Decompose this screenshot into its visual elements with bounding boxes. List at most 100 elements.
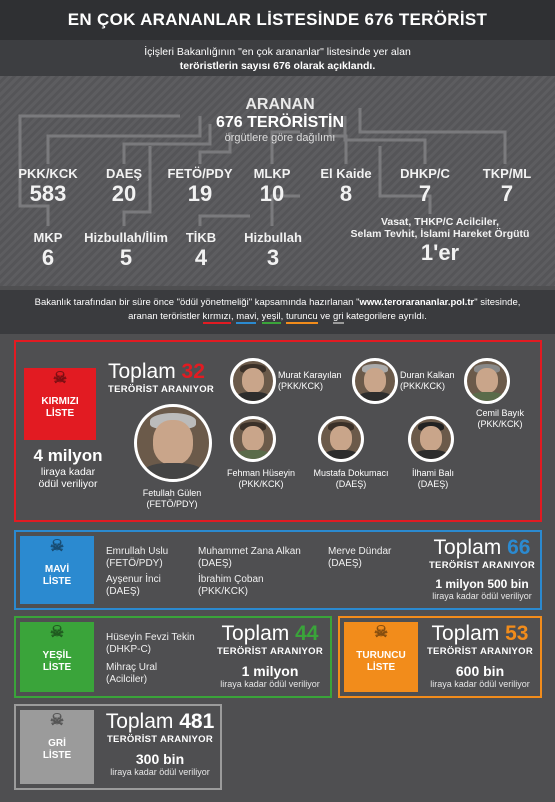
person-name: Fehman Hüseyin [226,468,296,478]
photo-kalkan [352,358,398,404]
aranyor-label: TERÖRİST ARANIYOR [106,734,214,745]
toplam-word: Toplam [433,536,502,559]
person-name: Ayşenur İnci [106,574,161,585]
blue-name-2: Ayşenur İnci (DAEŞ) [106,574,161,598]
reward-line: ödül veriliyor [38,478,98,490]
person-name: İlhami Balı [411,468,455,478]
tag-line-2: LİSTE [42,576,72,587]
subtitle-line-2: teröristlerin sayısı 676 olarak açıkland… [179,60,376,72]
tag-line-1: KIRMIZI [41,396,79,407]
reward-line: liraya kadar ödül veriliyor [430,679,530,689]
photo-karayilan [230,358,276,404]
org-misc-label-1: Vasat, THKP/C Acilciler, [380,216,500,228]
org-label: FETÖ/PDY [167,166,233,181]
org-daes: DAEŞ 20 [94,166,154,207]
org-hizbullah: Hizbullah 3 [236,230,310,271]
person-name: Cemil Bayık [475,408,524,418]
skull-icon: ☠ [49,624,65,641]
gray-total: Toplam 481 TERÖRİST ARANIYOR 300 bin lir… [100,710,220,777]
person-name: Fetullah Gülen [142,488,202,498]
person-bayik: Cemil Bayık (PKK/KCK) [460,408,540,430]
org-distribution: ARANAN 676 TERÖRİSTİN örgütlere göre dağ… [0,76,555,286]
person-org: (PKK/KCK) [278,381,324,391]
connector-lines [18,108,507,226]
person-org: (DAEŞ) [417,479,449,489]
person-bali: İlhami Balı (DAEŞ) [398,468,468,490]
tag-line-1: TURUNCU [356,650,406,661]
subtitle-line-1: İçişleri Bakanlığının "en çok arananlar"… [144,46,411,58]
blue-name-4: İbrahim Çoban (PKK/KCK) [198,574,264,598]
skull-icon: ☠ [52,370,68,387]
person-org: (PKK/KCK) [400,381,446,391]
reward-amount: 300 bin [135,751,185,767]
tag-line-1: MAVİ [44,564,70,575]
aranyor-label: TERÖRİST ARANIYOR [108,384,215,395]
category-blue: mavi [236,311,257,324]
sep: , [280,311,286,322]
sep: ve [317,311,333,322]
toplam-word: Toplam [105,710,174,733]
org-value: 583 [29,181,67,206]
reward-line: liraya kadar ödül veriliyor [432,591,532,601]
center-line-3: örgütlere göre dağılımı [224,132,336,144]
green-name-2: Mihraç Ural (Acilciler) [106,662,157,686]
org-hizbullah-ilim: Hizbullah/İlim 5 [76,230,176,271]
org-label: Hizbullah/İlim [84,230,168,245]
category-green: yeşil [261,311,281,324]
org-value: 3 [266,245,280,270]
org-mkp: MKP 6 [18,230,78,271]
org-misc: Vasat, THKP/C Acilciler, Selam Tevhit, İ… [330,216,550,266]
blue-total: Toplam 66 TERÖRİST ARANIYOR 1 milyon 500… [424,536,540,601]
photo-bali [408,416,454,462]
orange-total: Toplam 53 TERÖRİST ARANIYOR 600 bin lira… [422,622,538,689]
center-title: ARANAN 676 TERÖRİSTİN örgütlere göre dağ… [180,96,380,144]
site-link[interactable]: www.terorarananlar.pol.tr [359,297,475,308]
person-org: (DAEŞ) [198,558,232,569]
person-org: (FETÖ/PDY) [146,499,198,509]
info-text: kategorilere ayrıldı. [343,311,427,322]
person-name: Hüseyin Fevzi Tekin [106,632,195,643]
person-org: (DAEŞ) [328,558,362,569]
category-red: kırmızı [202,311,232,324]
reward-line: liraya kadar [40,466,96,478]
green-list-panel: ☠ YEŞİL LİSTE Hüseyin Fevzi Tekin (DHKP-… [14,616,332,698]
aranyor-label: TERÖRİST ARANIYOR [426,646,534,657]
sep: , [231,311,237,322]
org-value: 4 [194,245,208,270]
person-org: (Acilciler) [106,674,148,685]
person-org: (PKK/KCK) [198,586,249,597]
org-dhkpc: DHKP/C 7 [390,166,460,207]
red-list-tag: ☠ KIRMIZI LİSTE [24,368,96,440]
org-value: 6 [41,245,55,270]
org-feto: FETÖ/PDY 19 [160,166,240,207]
person-name: Mustafa Dokumacı [313,468,389,478]
red-list-panel: ☠ KIRMIZI LİSTE Toplam 32 TERÖRİST ARANI… [14,340,542,522]
toplam-number: 66 [507,536,531,559]
category-gray: gri [332,311,344,324]
org-value: 7 [418,181,432,206]
reward-amount: 4 milyon [33,446,103,465]
category-orange: turuncu [285,311,318,324]
reward-amount: 600 bin [455,663,505,679]
red-reward: 4 milyon liraya kadar ödül veriliyor [20,446,116,490]
tag-line-1: GRİ [48,738,66,749]
reward-line: liraya kadar ödül veriliyor [220,679,320,689]
person-huseyin: Fehman Hüseyin (PKK/KCK) [216,468,306,490]
info-text: Bakanlık tarafından bir süre önce "ödül … [34,297,360,308]
orange-list-tag: ☠ TURUNCU LİSTE [344,622,418,692]
tag-line-2: LİSTE [42,750,72,761]
info-line-2: aranan teröristler kırmızı, mavi, yeşil,… [0,310,555,324]
photo-huseyin [230,416,276,462]
center-line-2: 676 TERÖRİSTİN [215,114,345,131]
skull-icon: ☠ [373,624,389,641]
org-label: Hizbullah [244,230,302,245]
person-name: Murat Karayılan [278,370,342,380]
toplam-word: Toplam [221,622,290,645]
gray-list-tag: ☠ GRİ LİSTE [20,710,94,784]
person-org: (DAEŞ) [335,479,367,489]
photo-dokumaci [318,416,364,462]
reward-amount: 1 milyon [241,663,299,679]
header: EN ÇOK ARANANLAR LİSTESİNDE 676 TERÖRİST [0,0,555,40]
blue-list-panel: ☠ MAVİ LİSTE Emrullah Uslu (FETÖ/PDY) Ay… [14,530,542,610]
person-name: Duran Kalkan [400,370,455,380]
